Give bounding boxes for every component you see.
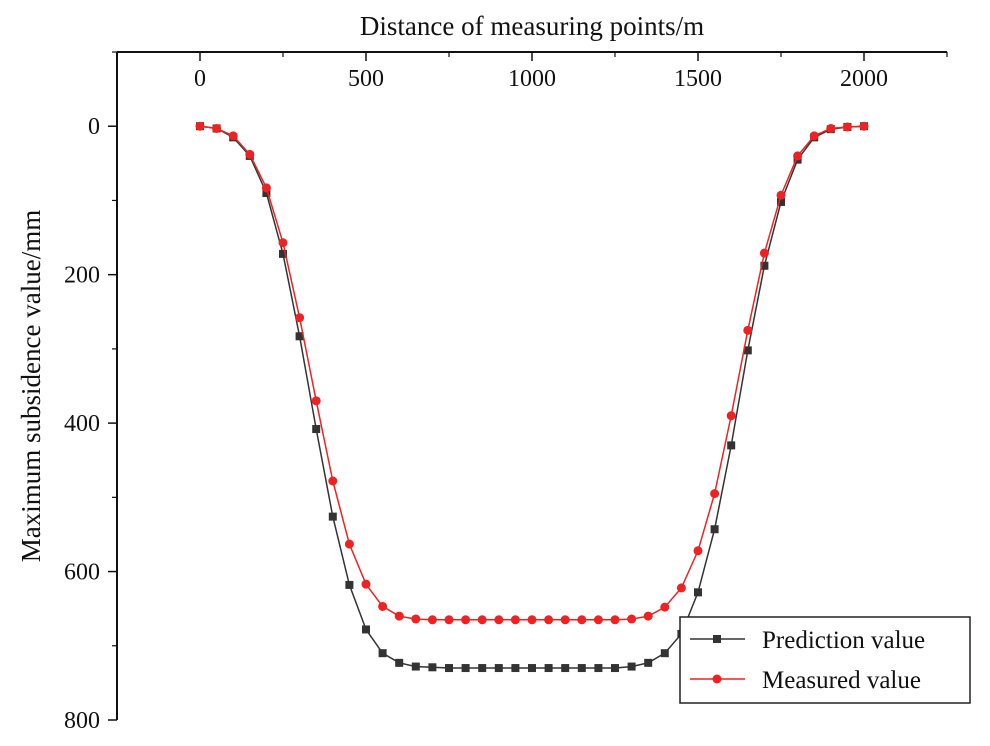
data-point	[793, 151, 803, 161]
x-axis-title: Distance of measuring points/m	[360, 11, 704, 41]
y-tick-label: 200	[64, 263, 100, 289]
series-line	[199, 125, 865, 669]
data-point	[378, 601, 388, 611]
legend-label-prediction: Prediction value	[762, 627, 925, 654]
series-prediction-value	[196, 122, 868, 673]
data-point	[777, 197, 785, 206]
data-point	[378, 649, 387, 658]
data-point	[826, 123, 836, 133]
data-point	[577, 615, 587, 625]
data-point	[295, 313, 305, 323]
data-point	[727, 441, 736, 450]
data-point	[461, 664, 470, 673]
data-point	[594, 664, 603, 673]
y-axis-title: Maximum subsidence value/mm	[16, 210, 46, 562]
data-point	[494, 615, 504, 625]
y-tick-label: 0	[88, 114, 100, 140]
data-point	[726, 411, 736, 421]
data-point	[610, 615, 620, 625]
data-point	[809, 131, 819, 141]
data-point	[261, 183, 271, 193]
data-point	[477, 615, 487, 625]
data-point	[427, 615, 437, 625]
data-point	[593, 615, 603, 625]
data-point	[694, 588, 702, 597]
data-point	[660, 649, 669, 658]
data-point	[660, 602, 670, 612]
data-point	[411, 614, 421, 624]
x-tick-label: 500	[348, 66, 384, 92]
data-point	[510, 615, 520, 625]
data-point	[611, 664, 619, 673]
data-point	[245, 149, 255, 159]
data-point	[494, 664, 503, 673]
legend: Prediction value Measured value	[679, 616, 971, 704]
data-point	[312, 425, 321, 434]
axis-ticks	[108, 51, 948, 721]
data-point	[676, 583, 686, 593]
data-point	[627, 614, 637, 624]
data-point	[544, 615, 554, 625]
data-point	[859, 121, 869, 131]
data-point	[228, 131, 238, 141]
y-tick-label: 600	[64, 560, 100, 586]
data-point	[328, 512, 337, 521]
data-point	[743, 325, 753, 335]
data-point	[693, 546, 703, 556]
data-point	[362, 625, 370, 634]
data-point	[345, 580, 354, 589]
data-point	[544, 664, 553, 673]
data-point	[428, 663, 437, 672]
y-tick-label: 800	[64, 708, 100, 734]
data-point	[760, 261, 769, 270]
x-tick-label: 2000	[840, 66, 888, 92]
data-point	[528, 664, 536, 673]
data-point	[411, 662, 420, 671]
data-point	[644, 658, 653, 667]
data-point	[278, 238, 288, 248]
data-point	[461, 615, 471, 625]
data-point	[394, 611, 404, 621]
data-point	[627, 662, 636, 671]
data-point	[643, 611, 653, 621]
data-point	[776, 190, 786, 200]
data-point	[743, 346, 752, 355]
series-layer	[195, 121, 869, 673]
data-point	[361, 579, 371, 589]
data-point	[311, 396, 321, 406]
data-point	[262, 189, 271, 198]
data-point	[560, 615, 570, 625]
legend-marker-measured	[712, 674, 722, 684]
data-point	[710, 489, 720, 499]
data-point	[527, 615, 537, 625]
series-line	[199, 125, 865, 621]
data-point	[279, 249, 287, 258]
data-point	[842, 122, 852, 132]
data-point	[577, 664, 586, 673]
data-point	[710, 525, 719, 534]
x-tick-label: 1500	[674, 66, 722, 92]
data-point	[328, 476, 338, 486]
data-point	[212, 123, 222, 133]
data-point	[395, 658, 404, 667]
data-point	[195, 121, 205, 131]
legend-label-measured: Measured value	[762, 667, 921, 694]
legend-marker-prediction	[713, 635, 721, 643]
y-tick-label: 400	[64, 411, 100, 437]
data-point	[344, 539, 354, 549]
x-tick-label: 1000	[508, 66, 556, 92]
data-point	[295, 332, 304, 341]
x-tick-label: 0	[194, 66, 206, 92]
series-measured-value	[195, 121, 869, 625]
data-point	[478, 664, 487, 673]
axis-tick-labels: 0 500 1000 1500 2000 0 200 400 600 800	[64, 66, 888, 734]
data-point	[445, 664, 453, 673]
legend-box	[679, 616, 971, 704]
data-point	[759, 248, 769, 258]
data-point	[444, 615, 454, 625]
data-point	[561, 664, 570, 673]
data-point	[511, 664, 520, 673]
